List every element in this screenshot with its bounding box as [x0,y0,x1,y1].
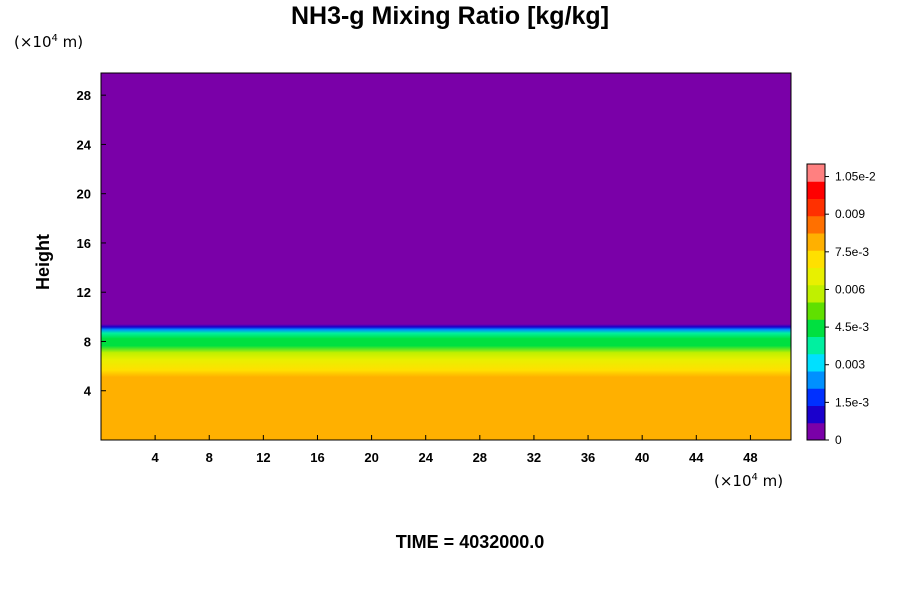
colorbar-band [807,336,825,355]
colorbar-band [807,388,825,406]
x-axis-unit: (×104 m) [714,472,784,490]
x-tick-label: 16 [310,450,324,465]
mixing-ratio-field [101,231,791,440]
x-tick-label: 28 [473,450,487,465]
colorbar-label: 0.003 [835,358,865,372]
colorbar-band [807,250,825,268]
colorbar-label: 0.009 [835,207,865,221]
colorbar-band [807,371,825,389]
plot-area [100,72,792,441]
colorbar-band [807,422,825,441]
colorbar-label: 0 [835,433,842,447]
x-tick-label: 48 [743,450,757,465]
colorbar-band [807,284,825,303]
x-tick-label: 24 [418,450,433,465]
y-tick-label: 4 [84,384,92,399]
y-tick-label: 16 [77,236,91,251]
x-tick-label: 36 [581,450,595,465]
x-tick-label: 40 [635,450,649,465]
y-tick-label: 20 [77,187,91,202]
y-tick-label: 24 [77,137,92,152]
colorbar-band [807,353,825,372]
y-axis-unit: (×104 m) [14,33,84,51]
colorbar-band [807,215,825,234]
colorbar: 0 1.5e-3 0.003 4.5e-3 0.006 7.5e-3 0.009 1.05e-… [806,163,876,447]
x-axis-ticks: 4 8 12 16 20 24 28 32 36 40 44 48 [152,435,758,465]
colorbar-band [807,302,825,320]
x-tick-label: 20 [364,450,378,465]
colorbar-frame [806,163,826,441]
y-tick-label: 28 [77,88,91,103]
colorbar-label: 4.5e-3 [835,320,869,334]
y-tick-label: 12 [77,285,91,300]
plot-frame [100,72,792,441]
colorbar-band [807,319,825,337]
x-tick-label: 8 [206,450,213,465]
x-tick-label: 44 [689,450,704,465]
x-tick-label: 32 [527,450,541,465]
time-label: TIME = 4032000.0 [395,532,545,552]
chart-title: NH3-g Mixing Ratio [kg/kg] [290,2,610,30]
colorbar-label: 1.05e-2 [835,170,876,184]
x-tick-label: 4 [152,450,160,465]
y-tick-label: 8 [84,334,91,349]
colorbar-band [807,164,825,182]
y-axis-ticks: 4 8 12 16 20 24 28 [77,88,106,399]
colorbar-band [807,198,825,217]
colorbar-label: 0.006 [835,282,865,296]
colorbar-band [807,405,825,424]
colorbar-label: 7.5e-3 [835,245,869,259]
colorbar-band [807,233,825,251]
colorbar-label: 1.5e-3 [835,395,869,409]
colorbar-band [807,267,825,286]
colorbar-band [807,181,825,199]
x-tick-label: 12 [256,450,270,465]
